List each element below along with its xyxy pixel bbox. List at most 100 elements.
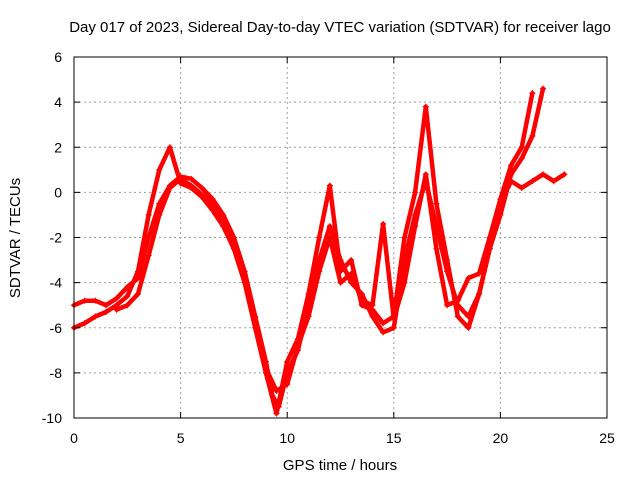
data-point-marker	[401, 234, 408, 241]
data-point-marker	[390, 324, 397, 331]
data-point-marker	[145, 211, 152, 218]
data-point-marker	[348, 270, 355, 277]
x-tick-label: 20	[493, 430, 509, 446]
y-tick-label: -4	[50, 275, 63, 291]
data-point-marker	[284, 358, 291, 365]
data-point-marker	[241, 275, 248, 282]
data-point-marker	[348, 257, 355, 264]
data-point-marker	[465, 275, 472, 282]
series-track-b	[71, 85, 547, 417]
data-point-marker	[262, 365, 269, 372]
data-point-marker	[476, 270, 483, 277]
data-point-marker	[540, 171, 547, 178]
data-point-marker	[81, 297, 88, 304]
data-point-marker	[326, 234, 333, 241]
data-point-marker	[390, 315, 397, 322]
data-point-marker	[305, 313, 312, 320]
y-tick-label: -2	[50, 230, 63, 246]
data-point-marker	[230, 239, 237, 246]
data-point-marker	[92, 297, 99, 304]
x-tick-label: 10	[279, 430, 295, 446]
data-point-marker	[166, 184, 173, 191]
data-point-marker	[316, 268, 323, 275]
data-point-marker	[188, 175, 195, 182]
data-point-marker	[529, 178, 536, 185]
data-point-marker	[358, 297, 365, 304]
series-track-a	[71, 171, 568, 410]
x-axis-ticks: 0 5 10 15 20 25	[70, 57, 615, 446]
data-point-marker	[284, 381, 291, 388]
x-tick-label: 0	[70, 430, 78, 446]
data-point-marker	[326, 223, 333, 230]
data-point-marker	[156, 166, 163, 173]
data-point-marker	[380, 320, 387, 327]
series-trace	[114, 90, 535, 394]
data-point-marker	[177, 175, 184, 182]
data-point-marker	[124, 302, 131, 309]
data-point-marker	[124, 293, 131, 300]
data-point-marker	[497, 211, 504, 218]
data-point-marker	[273, 387, 280, 394]
data-point-marker	[92, 313, 99, 320]
y-axis-ticks: -10 -8 -6 -4 -2 0 2 4 6	[42, 49, 607, 426]
chart-title: Day 017 of 2023, Sidereal Day-to-day VTE…	[69, 19, 611, 36]
data-point-marker	[518, 155, 525, 162]
y-tick-label: -10	[42, 410, 62, 426]
data-point-marker	[412, 189, 419, 196]
data-point-marker	[145, 252, 152, 259]
data-point-marker	[198, 191, 205, 198]
y-tick-label: 6	[54, 49, 62, 65]
plot-area	[71, 85, 568, 417]
data-point-marker	[252, 320, 259, 327]
data-point-marker	[166, 144, 173, 151]
data-point-marker	[380, 220, 387, 227]
data-point-marker	[529, 90, 536, 97]
data-point-marker	[508, 162, 515, 169]
series-track-c	[113, 90, 536, 394]
data-point-marker	[156, 211, 163, 218]
data-point-marker	[156, 200, 163, 207]
data-point-marker	[433, 200, 440, 207]
x-axis-label: GPS time / hours	[283, 457, 397, 474]
data-point-marker	[401, 279, 408, 286]
data-point-marker	[102, 308, 109, 315]
data-point-marker	[497, 196, 504, 203]
x-tick-label: 5	[177, 430, 185, 446]
data-point-marker	[444, 302, 451, 309]
data-point-marker	[486, 234, 493, 241]
data-point-marker	[113, 306, 120, 313]
data-point-marker	[454, 297, 461, 304]
data-point-marker	[273, 410, 280, 417]
data-point-marker	[422, 103, 429, 110]
data-point-marker	[198, 184, 205, 191]
data-point-marker	[433, 245, 440, 252]
data-point-marker	[369, 313, 376, 320]
data-point-marker	[529, 132, 536, 139]
data-point-marker	[188, 182, 195, 189]
data-point-marker	[134, 290, 141, 297]
y-tick-label: 0	[54, 184, 62, 200]
data-point-marker	[444, 257, 451, 264]
data-point-marker	[561, 171, 568, 178]
data-point-marker	[518, 144, 525, 151]
y-tick-label: -6	[50, 320, 63, 336]
data-point-marker	[550, 178, 557, 185]
data-point-marker	[113, 295, 120, 302]
data-point-marker	[412, 223, 419, 230]
x-tick-label: 15	[386, 430, 402, 446]
data-point-marker	[102, 302, 109, 309]
y-axis-label: SDTVAR / TECUs	[7, 178, 24, 298]
data-point-marker	[518, 184, 525, 191]
data-point-marker	[81, 320, 88, 327]
data-point-marker	[316, 234, 323, 241]
data-point-marker	[294, 342, 301, 349]
data-point-marker	[380, 329, 387, 336]
data-point-marker	[305, 290, 312, 297]
data-point-marker	[220, 216, 227, 223]
data-point-marker	[209, 200, 216, 207]
series-trace	[71, 172, 567, 409]
data-point-marker	[476, 290, 483, 297]
data-point-marker	[326, 182, 333, 189]
data-point-marker	[337, 279, 344, 286]
